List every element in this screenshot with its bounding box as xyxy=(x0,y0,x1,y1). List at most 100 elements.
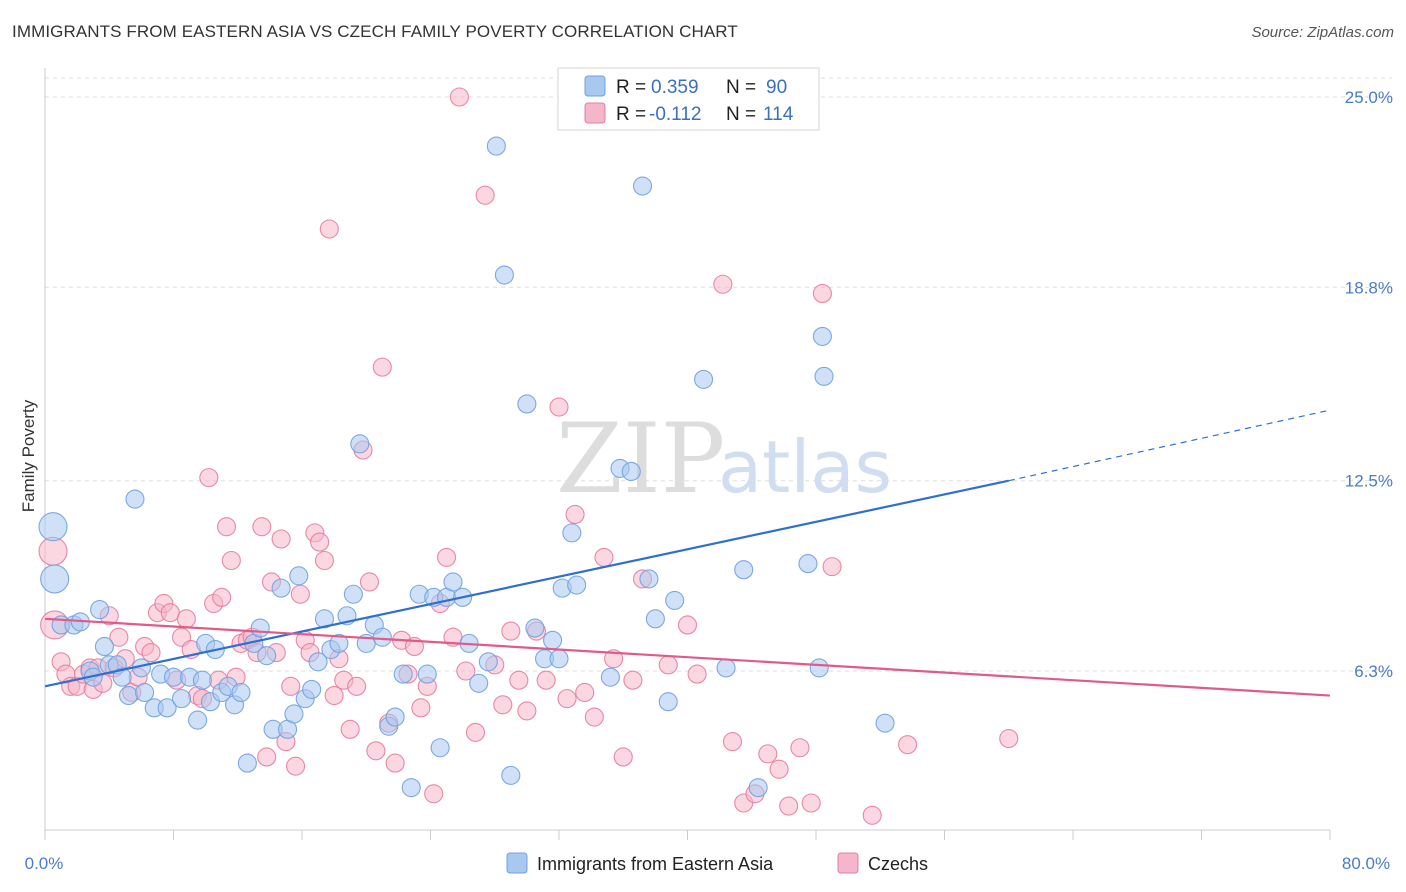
point-eastern-asia xyxy=(302,679,322,699)
point-czech xyxy=(141,643,161,663)
point-czech xyxy=(310,532,330,552)
point-eastern-asia xyxy=(549,649,569,669)
point-czech xyxy=(713,274,733,294)
point-eastern-asia xyxy=(308,652,328,672)
legend-n-label-2: N = xyxy=(726,104,756,125)
watermark: ZIP atlas xyxy=(556,403,892,515)
point-czech xyxy=(271,529,291,549)
point-eastern-asia xyxy=(163,667,184,687)
point-czech xyxy=(216,517,237,537)
point-eastern-asia xyxy=(665,590,685,610)
point-eastern-asia xyxy=(430,738,450,758)
point-eastern-asia xyxy=(567,575,587,595)
point-czech xyxy=(212,587,232,607)
y-axis-label: Family Poverty xyxy=(19,399,38,512)
point-eastern-asia xyxy=(748,778,768,798)
point-eastern-asia xyxy=(289,566,309,586)
x-axis-ticks xyxy=(44,830,1331,840)
point-czech xyxy=(790,738,810,758)
point-eastern-asia xyxy=(329,633,349,653)
point-czech xyxy=(604,649,624,669)
bottom-legend: Immigrants from Eastern Asia Czechs xyxy=(506,852,928,874)
legend-r-label-1: R = xyxy=(616,77,646,98)
legend-n-label-1: N = xyxy=(726,77,756,98)
point-czech xyxy=(437,547,457,567)
point-czech xyxy=(281,676,301,696)
point-czech xyxy=(613,747,633,767)
point-eastern-asia xyxy=(284,704,304,724)
legend-n-value-2: 114 xyxy=(763,104,794,125)
point-eastern-asia xyxy=(343,584,363,604)
point-eastern-asia xyxy=(188,710,208,730)
point-eastern-asia xyxy=(543,630,563,650)
point-czech xyxy=(449,87,469,107)
point-czech xyxy=(493,695,513,715)
point-eastern-asia xyxy=(798,554,818,574)
point-eastern-asia xyxy=(257,646,277,666)
point-czech xyxy=(160,603,180,623)
point-eastern-asia xyxy=(632,176,653,196)
x-tick-label-min: 0.0% xyxy=(25,854,64,873)
point-eastern-asia xyxy=(694,369,714,389)
trend-line-eastern-asia-extension xyxy=(1008,409,1331,482)
watermark-zip: ZIP xyxy=(556,403,725,515)
point-czech xyxy=(347,676,367,696)
y-tick-label: 18.8% xyxy=(1345,278,1393,297)
point-czech xyxy=(677,615,698,635)
gridlines xyxy=(45,77,1392,672)
chart-title: IMMIGRANTS FROM EASTERN ASIA VS CZECH FA… xyxy=(12,22,738,41)
point-czech xyxy=(687,664,707,684)
point-czech xyxy=(324,686,344,706)
point-czech xyxy=(257,747,277,767)
point-eastern-asia xyxy=(90,600,110,620)
point-czech xyxy=(319,219,339,239)
y-tick-label: 25.0% xyxy=(1345,88,1393,107)
point-czech xyxy=(465,722,486,742)
point-czech xyxy=(385,753,405,773)
legend: R = 0.359 N = 90 R = -0.112 N = 114 xyxy=(557,67,820,131)
point-eastern-asia xyxy=(716,658,736,678)
point-eastern-asia xyxy=(250,618,270,638)
point-eastern-asia xyxy=(645,609,665,629)
point-eastern-asia xyxy=(525,618,545,638)
bottom-legend-swatch-czechs xyxy=(837,852,859,874)
bottom-legend-swatch-eastern-asia xyxy=(506,852,528,874)
point-eastern-asia xyxy=(372,627,392,647)
point-eastern-asia xyxy=(469,673,489,693)
point-eastern-asia xyxy=(809,658,829,678)
point-czech xyxy=(221,550,241,571)
point-eastern-asia xyxy=(621,461,641,482)
trend-lines xyxy=(44,409,1331,697)
x-tick-label-max: 80.0% xyxy=(1342,854,1390,873)
point-eastern-asia xyxy=(600,667,620,687)
point-eastern-asia xyxy=(237,753,257,773)
point-czech xyxy=(623,670,643,690)
bottom-legend-label-czechs: Czechs xyxy=(868,854,928,874)
series-eastern-asia xyxy=(38,136,895,798)
point-czech xyxy=(812,283,832,303)
point-czech xyxy=(359,572,380,592)
point-czech xyxy=(286,756,306,776)
point-czech xyxy=(779,796,799,816)
watermark-atlas: atlas xyxy=(718,425,892,509)
point-eastern-asia xyxy=(814,366,834,386)
point-eastern-asia xyxy=(812,326,832,346)
point-eastern-asia xyxy=(385,707,405,727)
point-eastern-asia xyxy=(125,489,145,509)
point-czech xyxy=(340,719,360,739)
point-czech xyxy=(314,550,335,571)
point-czech xyxy=(536,670,556,690)
point-eastern-asia xyxy=(231,682,251,703)
point-czech xyxy=(549,397,569,417)
point-czech xyxy=(557,689,577,709)
point-czech xyxy=(411,698,431,718)
legend-r-value-2: -0.112 xyxy=(649,104,701,125)
point-eastern-asia xyxy=(135,682,155,703)
point-czech xyxy=(475,185,495,205)
point-eastern-asia xyxy=(562,523,582,543)
point-czech xyxy=(372,357,392,377)
point-czech xyxy=(575,682,595,703)
legend-r-label-2: R = xyxy=(616,104,646,125)
y-axis-tick-labels: 6.3% 12.5% 18.8% 25.0% xyxy=(1345,88,1393,681)
point-czech xyxy=(594,547,614,567)
